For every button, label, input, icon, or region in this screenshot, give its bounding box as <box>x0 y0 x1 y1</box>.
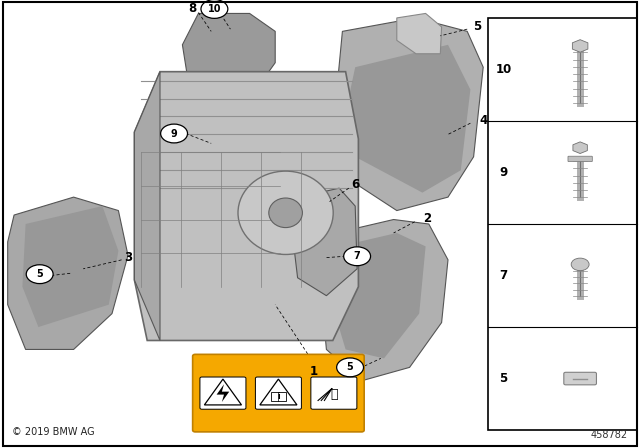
Text: 5: 5 <box>500 372 508 385</box>
Text: ✋: ✋ <box>330 388 338 401</box>
Polygon shape <box>134 72 160 340</box>
Circle shape <box>161 124 188 143</box>
Polygon shape <box>216 384 229 402</box>
Polygon shape <box>336 18 483 211</box>
Polygon shape <box>182 13 275 103</box>
Text: 6: 6 <box>351 178 359 191</box>
Text: 1: 1 <box>310 365 317 379</box>
Text: 8: 8 <box>188 1 196 15</box>
Ellipse shape <box>238 171 333 254</box>
FancyBboxPatch shape <box>311 377 357 409</box>
Circle shape <box>26 265 53 284</box>
Polygon shape <box>346 45 470 193</box>
FancyBboxPatch shape <box>488 18 637 430</box>
FancyBboxPatch shape <box>271 392 286 401</box>
Text: i: i <box>277 392 280 401</box>
Text: 7: 7 <box>354 251 360 261</box>
FancyBboxPatch shape <box>193 354 364 432</box>
Polygon shape <box>330 233 426 358</box>
Circle shape <box>344 247 371 266</box>
Text: 7: 7 <box>500 269 508 282</box>
Text: 5: 5 <box>36 269 43 279</box>
Text: 10: 10 <box>207 4 221 14</box>
Circle shape <box>337 358 364 377</box>
Text: 4: 4 <box>479 114 487 128</box>
FancyBboxPatch shape <box>568 156 592 162</box>
Ellipse shape <box>269 198 302 228</box>
Circle shape <box>201 0 228 18</box>
Text: © 2019 BMW AG: © 2019 BMW AG <box>12 427 94 437</box>
Text: 9: 9 <box>500 166 508 179</box>
Text: 458782: 458782 <box>590 430 627 439</box>
Polygon shape <box>320 220 448 381</box>
Text: 3: 3 <box>124 251 132 264</box>
Polygon shape <box>22 206 118 327</box>
Text: 5: 5 <box>473 20 481 34</box>
Polygon shape <box>291 188 357 296</box>
Polygon shape <box>572 40 588 52</box>
Polygon shape <box>134 72 358 340</box>
Text: 2: 2 <box>424 211 431 225</box>
Polygon shape <box>573 142 588 154</box>
Text: 5: 5 <box>347 362 353 372</box>
FancyBboxPatch shape <box>255 377 301 409</box>
Polygon shape <box>8 197 128 349</box>
Circle shape <box>571 258 589 271</box>
Text: 10: 10 <box>495 63 512 76</box>
Text: 9: 9 <box>171 129 177 138</box>
FancyBboxPatch shape <box>200 377 246 409</box>
FancyBboxPatch shape <box>564 372 596 385</box>
Polygon shape <box>397 13 442 54</box>
